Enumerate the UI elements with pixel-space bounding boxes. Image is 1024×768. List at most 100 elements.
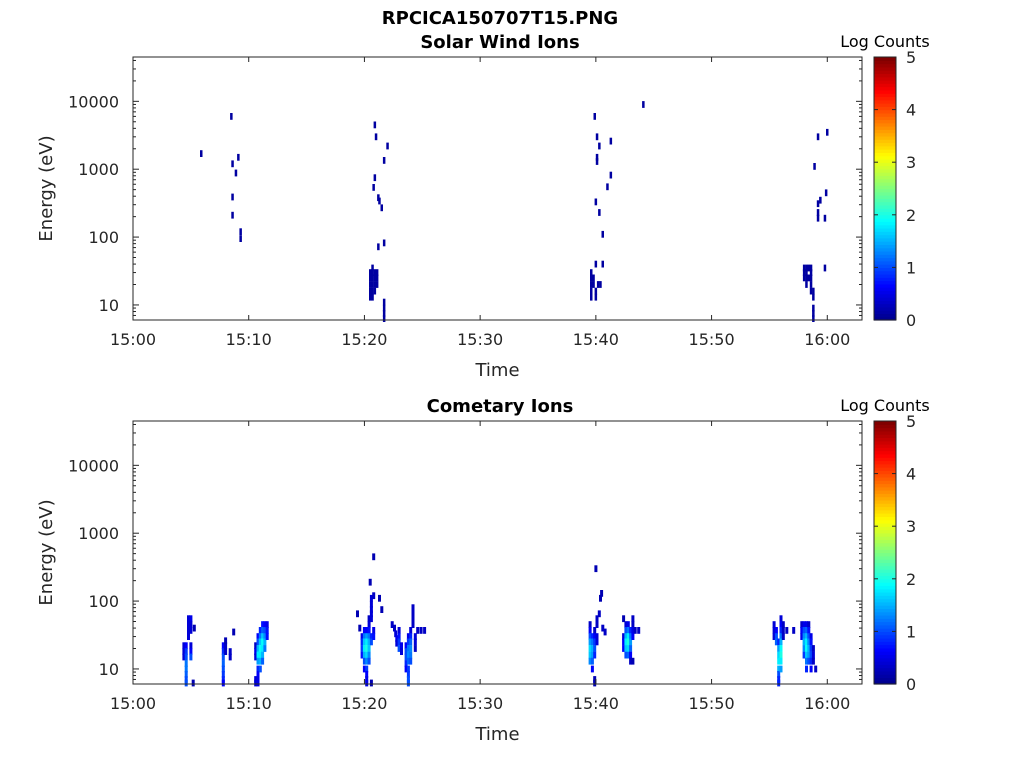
colorbar-segment [874, 526, 896, 531]
colorbar-segment [874, 119, 896, 124]
colorbar-segment [874, 162, 896, 167]
data-cell [224, 642, 228, 650]
data-cell [590, 633, 594, 640]
data-cell [400, 648, 403, 655]
data-cell [622, 615, 626, 623]
colorbar-segment [874, 60, 896, 65]
data-cell [816, 209, 820, 216]
colorbar-segment [874, 168, 896, 173]
data-cell [631, 615, 635, 623]
colorbar-tick-label: 2 [906, 206, 916, 225]
data-cell [189, 621, 193, 628]
panel-cometary-ions: 15:00 15:10 15:20 15:30 15:40 15:50 16:0010100… [36, 396, 930, 745]
colorbar-tick-label: 1 [906, 258, 916, 277]
data-cell [256, 671, 260, 678]
data-cell [409, 645, 413, 652]
data-cell [588, 645, 592, 652]
colorbar-segment [874, 536, 896, 540]
data-cell [224, 648, 228, 655]
data-cell [411, 621, 415, 628]
data-cell [184, 642, 188, 650]
colorbar-segment [874, 126, 896, 130]
data-cell [805, 264, 808, 272]
data-cell [261, 633, 265, 640]
data-cell [595, 621, 599, 628]
colorbar-segment [874, 614, 896, 619]
colorbar-segment [874, 296, 896, 301]
colorbar-segment [874, 608, 896, 613]
data-cell [382, 157, 386, 164]
data-cell [592, 281, 595, 288]
colorbar-segment [874, 198, 896, 203]
colorbar-tick-label: 0 [906, 675, 916, 694]
data-cell [221, 671, 225, 678]
data-cell [360, 633, 364, 640]
data-cell [369, 274, 372, 282]
colorbar-segment [874, 211, 896, 216]
data-cell [231, 160, 234, 168]
data-cell [777, 671, 781, 678]
y-tick-label: 100 [88, 592, 119, 611]
data-cell [374, 133, 378, 141]
colorbar-segment [874, 149, 896, 153]
data-cell [362, 657, 366, 665]
data-cell [637, 627, 641, 634]
data-cell [382, 304, 386, 312]
x-tick-label: 16:00 [804, 694, 850, 713]
colorbar-segment [874, 680, 896, 685]
data-cell [263, 621, 267, 628]
data-cell [777, 638, 781, 646]
data-cell [263, 645, 267, 652]
colorbar-segment [874, 303, 896, 308]
data-cell [593, 633, 597, 640]
data-cell [369, 293, 372, 301]
data-cell [372, 592, 376, 600]
data-cell [258, 627, 262, 634]
data-cell [590, 293, 593, 301]
data-cell [360, 651, 364, 659]
colorbar-segment [874, 247, 896, 252]
data-cell [365, 676, 369, 683]
colorbar-segment [874, 313, 896, 318]
data-cell [367, 645, 371, 652]
data-cell [624, 627, 628, 634]
data-cell [404, 660, 408, 667]
data-cell [588, 651, 592, 659]
data-cell [807, 657, 811, 665]
data-cell [258, 657, 262, 665]
data-cell [397, 638, 401, 646]
data-cell [221, 676, 225, 683]
data-cell [631, 621, 635, 628]
colorbar-segment [874, 582, 896, 586]
data-cell [373, 274, 377, 282]
data-cell [622, 638, 626, 646]
data-cell [631, 633, 635, 640]
data-cell [588, 638, 592, 646]
data-cell [809, 657, 813, 665]
colorbar-segment [874, 522, 896, 527]
data-cell [805, 638, 808, 646]
colorbar-segment [874, 152, 896, 157]
data-cell [365, 657, 369, 665]
colorbar-segment [874, 503, 896, 508]
colorbar-segment [874, 542, 896, 547]
colorbar-segment [874, 453, 896, 458]
data-cell [802, 269, 806, 276]
data-cell [189, 627, 193, 634]
data-cell [802, 627, 806, 634]
colorbar-segment [874, 310, 896, 315]
data-cell [258, 645, 262, 652]
colorbar-segment [874, 578, 896, 583]
colorbar-segment [874, 513, 896, 517]
colorbar-segment [874, 460, 896, 465]
data-cell [779, 621, 783, 628]
data-cell [409, 633, 413, 640]
plot-area [133, 57, 862, 320]
data-cell [805, 274, 808, 282]
data-cell [781, 621, 785, 628]
colorbar-segment [874, 293, 896, 298]
data-cell [792, 627, 796, 634]
data-cell [369, 287, 372, 295]
data-cell [800, 627, 804, 634]
data-cell [413, 638, 417, 646]
